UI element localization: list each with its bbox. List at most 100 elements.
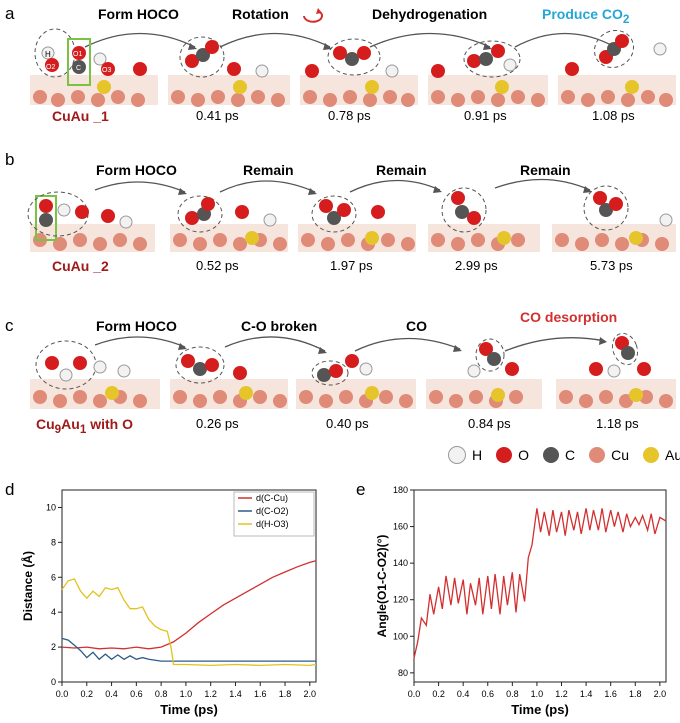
atom-label-o3: O3 <box>102 67 111 74</box>
panel-a-snapshots: H O2 O1 C O3 <box>30 28 676 107</box>
time-a-2: 0.78 ps <box>328 108 371 123</box>
x-tick-label: 1.2 <box>555 689 568 699</box>
snapshot-a-2 <box>168 36 290 107</box>
legend-item-h: H <box>448 446 482 464</box>
legend-item-o: O <box>496 446 529 464</box>
step-label-a-4: Produce CO2 <box>542 6 629 26</box>
x-tick-label: 1.0 <box>531 689 544 699</box>
x-tick-label: 2.0 <box>304 689 317 699</box>
y-axis-label: Angle(O1-C-O2)(°) <box>375 535 389 638</box>
time-c-4: 1.18 ps <box>596 416 639 431</box>
x-axis-label: Time (ps) <box>511 702 569 717</box>
x-tick-label: 0.8 <box>506 689 519 699</box>
x-tick-label: 1.2 <box>204 689 217 699</box>
series-line-d(H-O3) <box>61 578 317 667</box>
panel-letter-a: a <box>5 4 15 23</box>
time-b-3: 2.99 ps <box>455 258 498 273</box>
h-atom-icon <box>448 446 466 464</box>
time-a-3: 0.91 ps <box>464 108 507 123</box>
time-c-1: 0.26 ps <box>196 416 239 431</box>
atom-legend: H O C Cu Au <box>448 446 680 464</box>
x-tick-label: 0.6 <box>130 689 143 699</box>
snapshot-b-4 <box>428 187 540 252</box>
step-label-a-2: Rotation <box>232 6 289 22</box>
time-b-1: 0.52 ps <box>196 258 239 273</box>
y-tick-label: 6 <box>51 572 56 582</box>
panel-b-snapshots <box>27 178 676 252</box>
snapshot-a-4 <box>428 40 548 107</box>
x-tick-label: 0.2 <box>81 689 94 699</box>
y-tick-label: 0 <box>51 677 56 687</box>
x-tick-label: 1.8 <box>629 689 642 699</box>
step-label-c-2: C-O broken <box>241 318 318 334</box>
x-tick-label: 0.8 <box>155 689 168 699</box>
panel-letter-c: c <box>5 316 14 335</box>
x-tick-label: 1.6 <box>254 689 267 699</box>
atom-label-c: C <box>76 65 81 72</box>
cu-atom-icon <box>589 447 606 463</box>
legend-label: d(C-O2) <box>256 506 289 516</box>
system-label-a: CuAu _1 <box>52 108 109 124</box>
series-line-angle <box>413 508 667 659</box>
series-line-d(C-Cu) <box>61 560 317 650</box>
time-b-4: 5.73 ps <box>590 258 633 273</box>
system-c-sub1: 9 <box>54 422 62 436</box>
time-c-3: 0.84 ps <box>468 416 511 431</box>
snapshot-c-5 <box>556 333 676 409</box>
legend-label-h: H <box>472 447 483 463</box>
atom-label-o2: O2 <box>46 64 55 71</box>
time-a-4: 1.08 ps <box>592 108 635 123</box>
c-atom-icon <box>543 447 560 463</box>
step-label-a-3: Dehydrogenation <box>372 6 488 22</box>
system-c-sub2: 1 <box>79 422 87 436</box>
snapshot-c-3 <box>296 354 416 409</box>
panel-letter-b: b <box>5 150 15 169</box>
step-label-c-4: CO desorption <box>520 309 618 325</box>
o-atom-icon <box>496 447 513 463</box>
system-label-b: CuAu _2 <box>52 258 109 274</box>
produce-co-text: Produce CO <box>542 6 623 22</box>
x-tick-label: 0.4 <box>105 689 118 699</box>
x-tick-label: 1.8 <box>279 689 292 699</box>
y-tick-label: 4 <box>51 607 56 617</box>
distance-chart: 0.0 0.2 0.4 0.6 0.8 1.0 1.2 1.4 1.6 1.8 2.0 0 2 4 6 8 10… <box>20 489 317 717</box>
step-label-c-3: CO <box>406 318 427 334</box>
time-b-2: 1.97 ps <box>330 258 373 273</box>
x-tick-label: 0.2 <box>432 689 445 699</box>
x-tick-label: 0.0 <box>408 689 421 699</box>
snapshot-a-3 <box>300 38 418 107</box>
snapshot-c-2 <box>170 346 288 409</box>
x-tick-label: 2.0 <box>654 689 667 699</box>
step-label-a-1: Form HOCO <box>98 6 179 22</box>
y-tick-label: 160 <box>393 522 408 532</box>
panel-c-snapshots <box>30 333 676 409</box>
snapshot-c-4 <box>426 338 542 409</box>
snapshot-b-1 <box>27 191 155 252</box>
legend-label-cu: Cu <box>611 447 630 463</box>
series-line-d(C-O2) <box>61 637 316 662</box>
x-tick-label: 0.4 <box>457 689 470 699</box>
snapshot-b-2 <box>170 195 288 252</box>
legend-label-o: O <box>518 447 530 463</box>
system-label-c: Cu9Au1 with O <box>36 416 133 436</box>
plot-frame <box>61 489 317 683</box>
panel-letter-d: d <box>5 480 15 499</box>
y-tick-label: 120 <box>393 595 408 605</box>
y-axis-label: Distance (Å) <box>20 551 35 621</box>
x-tick-label: 1.4 <box>580 689 593 699</box>
snapshot-a-1 <box>30 28 158 107</box>
panel-letter-e: e <box>356 480 366 499</box>
x-tick-label: 1.6 <box>604 689 617 699</box>
atom-label-o1: O1 <box>73 51 82 58</box>
y-tick-label: 8 <box>51 537 56 547</box>
x-tick-label: 0.0 <box>56 689 69 699</box>
step-label-b-1: Form HOCO <box>96 162 177 178</box>
x-tick-label: 1.4 <box>229 689 242 699</box>
step-label-c-1: Form HOCO <box>96 318 177 334</box>
system-c-cu: Cu <box>36 416 55 432</box>
y-tick-label: 180 <box>393 485 408 495</box>
system-c-au: Au <box>61 416 80 432</box>
au-atom-icon <box>643 447 660 463</box>
angle-chart: 0.0 0.2 0.4 0.6 0.8 1.0 1.2 1.4 1.6 1.8 2.0 80 100 12… <box>375 485 667 717</box>
legend-item-c: C <box>543 446 575 464</box>
